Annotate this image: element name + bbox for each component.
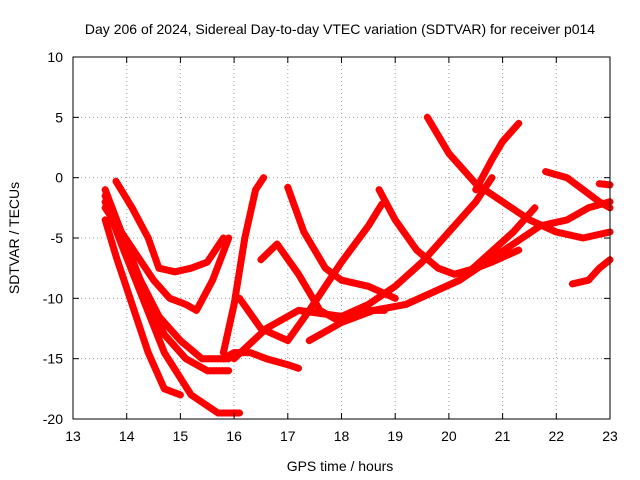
x-tick-label: 14 [119,428,135,444]
series-arc-9 [236,200,386,345]
series-arc-15 [402,198,614,308]
series-line [236,200,386,345]
x-tick-label: 16 [226,428,242,444]
y-tick-label: 0 [55,170,63,186]
y-axis-tick-labels: -20 -15 -10 -5 0 5 10 [43,49,63,427]
y-tick-label: -10 [43,290,63,306]
series-arc-1 [101,216,184,399]
series-arc-13 [230,174,496,363]
data-series [101,113,614,417]
series-markers [101,216,184,399]
series-markers [568,256,614,288]
x-tick-label: 19 [387,428,403,444]
series-markers [423,113,614,242]
series-markers [472,119,523,194]
series-arc-18 [542,168,614,212]
x-tick-label: 17 [280,428,296,444]
y-tick-label: -20 [43,411,63,427]
series-line [423,113,614,242]
series-arc-14 [305,204,539,345]
x-tick-label: 21 [495,428,511,444]
series-markers [112,177,227,276]
series-markers [402,198,614,308]
series-arc-20 [595,180,614,189]
x-axis-tick-labels: 13 14 15 16 17 18 19 20 21 22 23 [65,428,618,444]
series-markers [230,174,496,363]
y-axis-label: SDTVAR / TECUs [6,182,22,294]
axis-ticks [72,56,611,420]
series-arc-8 [219,174,268,357]
series-arc-19 [568,256,614,288]
series-arc-6 [112,177,227,276]
series-markers [305,204,539,345]
x-tick-label: 20 [441,428,457,444]
series-markers [219,174,268,357]
series-markers [284,183,399,302]
x-tick-label: 13 [65,428,81,444]
x-axis-label: GPS time / hours [287,458,394,474]
y-tick-label: -15 [43,351,63,367]
x-tick-label: 22 [549,428,565,444]
series-arc-16 [423,113,614,242]
series-markers [101,204,233,314]
series-markers [542,168,614,212]
series-line [305,204,539,345]
series-arc-11 [284,183,399,302]
series-arc-17 [472,119,523,194]
x-tick-label: 15 [173,428,189,444]
y-tick-label: -5 [51,230,64,246]
x-tick-label: 18 [334,428,350,444]
y-tick-label: 5 [55,109,63,125]
chart-title: Day 206 of 2024, Sidereal Day-to-day VTE… [85,21,595,37]
x-tick-label: 23 [602,428,618,444]
y-tick-label: 10 [47,49,63,65]
series-arc-5 [101,204,233,314]
